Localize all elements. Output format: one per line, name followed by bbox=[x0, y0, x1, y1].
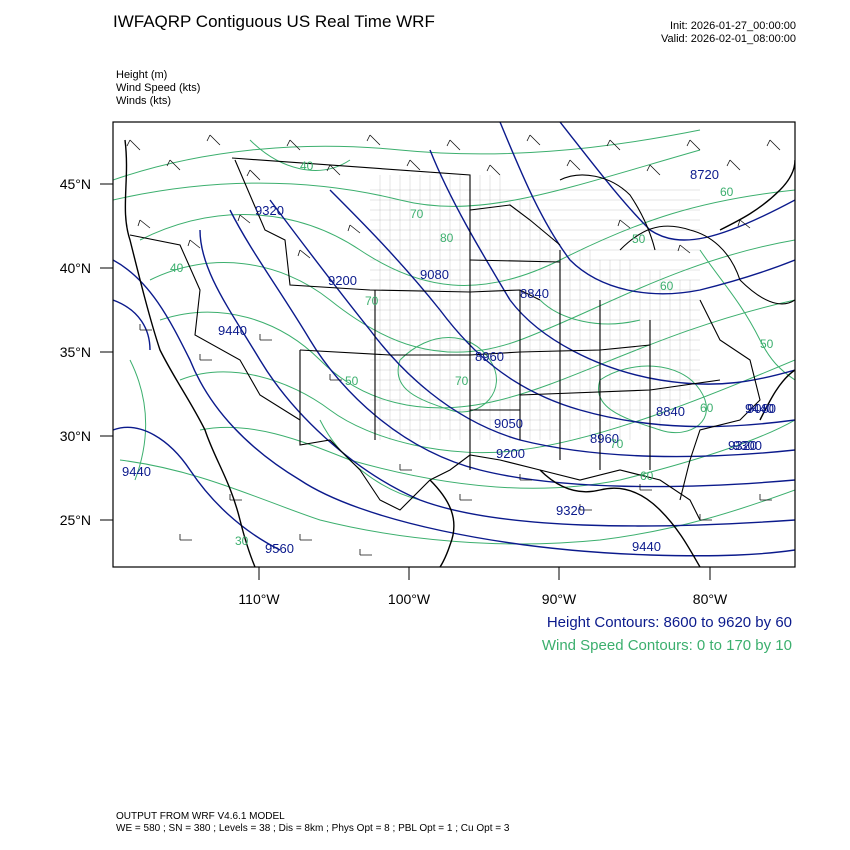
valid-time: Valid: 2026-02-01_08:00:00 bbox=[661, 33, 796, 45]
wind-speed-contour-legend: Wind Speed Contours: 0 to 170 by 10 bbox=[541, 637, 792, 654]
lat-label: 30°N bbox=[60, 428, 91, 444]
height-label: 8960 bbox=[590, 431, 619, 446]
wind-label: 40 bbox=[170, 261, 184, 275]
wind-label: 40 bbox=[300, 159, 314, 173]
lat-label: 35°N bbox=[60, 344, 91, 360]
height-label: 9320 bbox=[556, 503, 585, 518]
wind-label: 70 bbox=[365, 294, 379, 308]
lat-label: 45°N bbox=[60, 176, 91, 192]
height-label: 8720 bbox=[690, 167, 719, 182]
height-label: 9300 bbox=[733, 438, 762, 453]
lon-label: 90°W bbox=[542, 591, 577, 607]
height-label: 9050 bbox=[494, 416, 523, 431]
state-borders bbox=[129, 157, 795, 521]
wind-label: 70 bbox=[455, 374, 469, 388]
coastline bbox=[124, 139, 795, 567]
wind-label: 70 bbox=[410, 207, 424, 221]
field-height: Height (m) bbox=[116, 69, 168, 81]
height-label: 9440 bbox=[632, 539, 661, 554]
height-label: 9080 bbox=[747, 401, 776, 416]
height-label: 9200 bbox=[328, 273, 357, 288]
height-label: 9440 bbox=[122, 464, 151, 479]
field-winds: Winds (kts) bbox=[116, 95, 171, 107]
wind-label: 60 bbox=[640, 469, 654, 483]
wind-label: 50 bbox=[632, 232, 646, 246]
height-contour-legend: Height Contours: 8600 to 9620 by 60 bbox=[546, 614, 792, 631]
lon-label: 100°W bbox=[388, 591, 431, 607]
wind-barbs bbox=[126, 134, 781, 556]
field-wind-speed: Wind Speed (kts) bbox=[116, 82, 201, 94]
height-label: 9320 bbox=[728, 438, 757, 453]
wind-label: 50 bbox=[760, 337, 774, 351]
wind-label: 60 bbox=[720, 185, 734, 199]
map-frame bbox=[112, 121, 796, 568]
county-lines bbox=[370, 175, 700, 440]
height-label: 8840 bbox=[656, 404, 685, 419]
height-label: 9200 bbox=[496, 446, 525, 461]
model-params: WE = 580 ; SN = 380 ; Levels = 38 ; Dis … bbox=[116, 823, 510, 834]
init-time: Init: 2026-01-27_00:00:00 bbox=[670, 20, 796, 32]
map-title: IWFAQRP Contiguous US Real Time WRF bbox=[113, 12, 435, 31]
height-label: 9440 bbox=[745, 401, 774, 416]
height-contour-labels: 8720 9320 9200 9080 8840 9440 8960 9440 … bbox=[122, 167, 776, 556]
height-contours bbox=[113, 122, 795, 557]
latitude-axis bbox=[100, 183, 113, 521]
wind-label: 80 bbox=[440, 231, 454, 245]
lat-label: 40°N bbox=[60, 260, 91, 276]
height-label: 8840 bbox=[520, 286, 549, 301]
height-label: 9560 bbox=[265, 541, 294, 556]
height-label: 8960 bbox=[475, 349, 504, 364]
height-label: 9080 bbox=[420, 267, 449, 282]
lon-label: 80°W bbox=[693, 591, 728, 607]
height-label: 9440 bbox=[218, 323, 247, 338]
wind-label: 70 bbox=[610, 437, 624, 451]
wind-speed-contours bbox=[113, 129, 795, 545]
wind-speed-labels: 70 80 70 50 60 60 40 70 60 40 50 70 60 5… bbox=[170, 159, 774, 548]
wind-label: 30 bbox=[235, 534, 249, 548]
lon-label: 110°W bbox=[238, 591, 280, 607]
wind-label: 50 bbox=[345, 374, 359, 388]
wind-label: 60 bbox=[700, 401, 714, 415]
height-label: 9320 bbox=[255, 203, 284, 218]
wind-label: 60 bbox=[660, 279, 674, 293]
longitude-axis bbox=[258, 567, 711, 580]
model-info: OUTPUT FROM WRF V4.6.1 MODEL bbox=[116, 811, 285, 822]
lat-label: 25°N bbox=[60, 512, 91, 528]
